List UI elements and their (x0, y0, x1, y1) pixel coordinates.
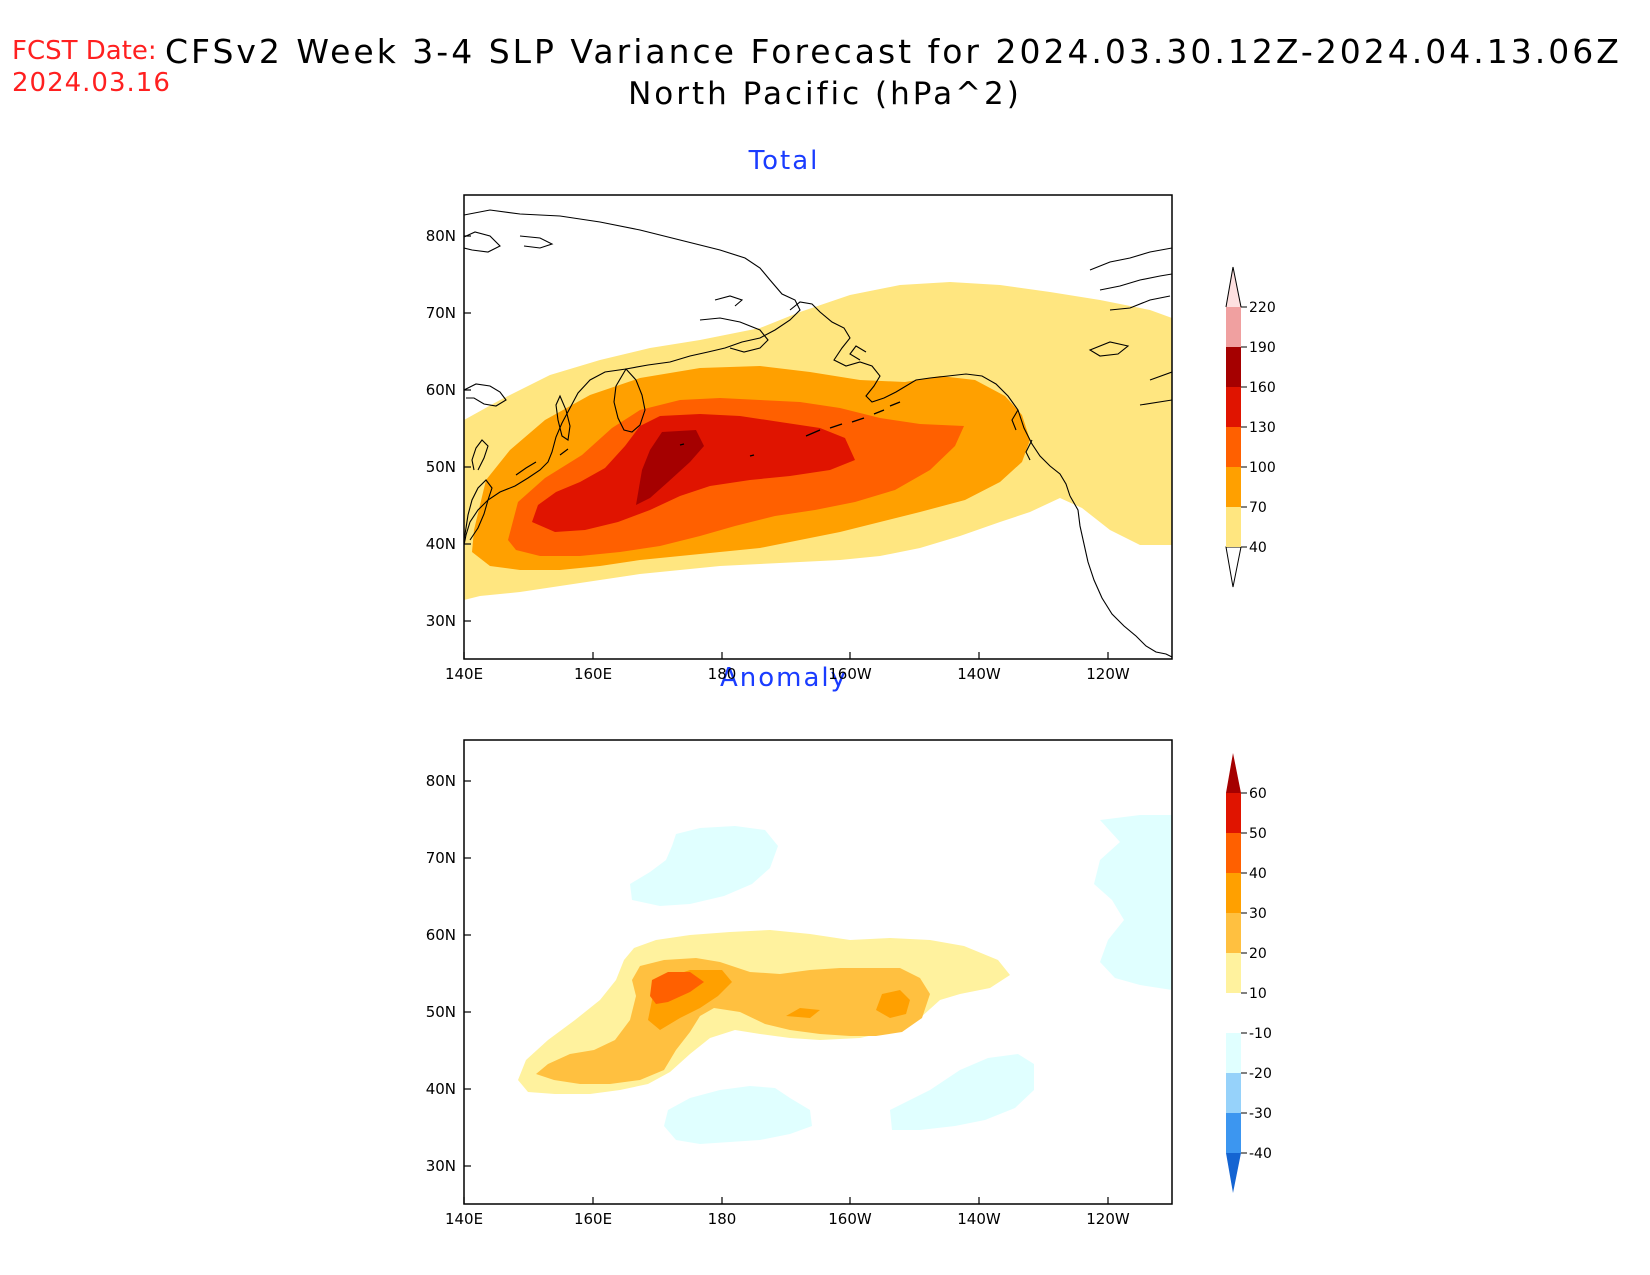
colorbar-swatch (1226, 1033, 1241, 1073)
colorbar-label: 160 (1249, 380, 1276, 396)
colorbar-label: 220 (1249, 300, 1276, 316)
map-frame-anomaly (463, 739, 1173, 1205)
lat-tick-label: 40N (426, 535, 456, 553)
lat-tick-label: 30N (426, 1157, 456, 1175)
colorbar-swatch (1226, 873, 1241, 913)
colorbar-anomaly: 60 50 40 30 20 10 -10 -20 -30 -40 (1226, 753, 1272, 1193)
map-frame-total (463, 194, 1173, 660)
colorbar-swatch (1226, 953, 1241, 993)
lat-tick-label: 30N (426, 612, 456, 630)
contour-total-130 (532, 414, 855, 532)
lon-tick-label: 160W (828, 665, 872, 683)
contour-anomaly-neg-3 (664, 1086, 812, 1144)
lon-tick-label: 160W (828, 1210, 872, 1228)
colorbar-label: 100 (1249, 460, 1276, 476)
lat-tick-label: 70N (426, 304, 456, 322)
fcst-date-label: FCST Date: (12, 36, 157, 66)
contour-anomaly-neg-4 (890, 1054, 1034, 1130)
colorbar-swatch (1226, 507, 1241, 547)
colorbar-label: 50 (1249, 826, 1267, 842)
colorbar-swatch (1226, 467, 1241, 507)
contour-anomaly-neg-2 (1094, 815, 1172, 990)
colorbar-label: -40 (1249, 1146, 1272, 1162)
contour-anomaly-neg-1 (630, 826, 778, 906)
colorbar-label: 130 (1249, 420, 1276, 436)
colorbar-end-low (1225, 546, 1242, 588)
colorbar-label: 70 (1249, 500, 1267, 516)
lon-tick-label: 120W (1086, 665, 1130, 683)
colorbar-end-low (1226, 1153, 1241, 1193)
colorbar-swatch (1226, 913, 1241, 953)
lon-tick-label: 140W (957, 665, 1001, 683)
colorbar-label: 20 (1249, 946, 1267, 962)
page-title: CFSv2 Week 3-4 SLP Variance Forecast for… (165, 32, 1622, 71)
contour-anomaly-30c (876, 990, 910, 1018)
lat-tick-label: 60N (426, 926, 456, 944)
colorbar-swatch (1226, 1113, 1241, 1153)
colorbar-label: 40 (1249, 866, 1267, 882)
colorbar-label: 40 (1249, 540, 1267, 556)
map-panel-anomaly (463, 739, 1173, 1205)
colorbar-swatch (1226, 427, 1241, 467)
lon-tick-label: 160E (574, 665, 612, 683)
lon-tick-label: 120W (1086, 1210, 1130, 1228)
colorbar-swatch (1226, 833, 1241, 873)
colorbar-swatch (1226, 387, 1241, 427)
panel-title-anomaly: Anomaly (719, 663, 849, 693)
lat-tick-label: 60N (426, 381, 456, 399)
lon-tick-label: 140W (957, 1210, 1001, 1228)
colorbar-swatch (1226, 1073, 1241, 1113)
colorbar-total: 40 70 100 130 160 190 220 (1225, 266, 1276, 588)
colorbar-end-high (1226, 267, 1241, 307)
colorbar-swatch (1226, 347, 1241, 387)
lon-tick-label: 160E (574, 1210, 612, 1228)
page-subtitle: North Pacific (hPa^2) (628, 76, 1022, 112)
colorbar-outline (1225, 266, 1242, 308)
lat-tick-label: 80N (426, 772, 456, 790)
colorbar-swatch (1226, 993, 1241, 1033)
contour-anomaly-30b (786, 1008, 820, 1018)
colorbar-label: -20 (1249, 1066, 1272, 1082)
colorbar-label: -30 (1249, 1106, 1272, 1122)
lon-tick-label: 180 (708, 1210, 737, 1228)
colorbar-label: 60 (1249, 786, 1267, 802)
colorbar-label: 190 (1249, 340, 1276, 356)
fcst-date-value: 2024.03.16 (12, 68, 171, 98)
colorbar-label: -10 (1249, 1026, 1272, 1042)
colorbar-end-high (1226, 753, 1241, 793)
contour-total-160 (636, 430, 704, 505)
lon-tick-label: 140E (445, 665, 483, 683)
lat-tick-label: 50N (426, 458, 456, 476)
lon-tick-label: 140E (445, 1210, 483, 1228)
colorbar-label: 30 (1249, 906, 1267, 922)
map-panel-total (463, 194, 1173, 660)
panel-title-total: Total (748, 146, 820, 176)
contour-anomaly-20 (536, 958, 930, 1084)
colorbar-swatch (1226, 793, 1241, 833)
lat-tick-label: 80N (426, 227, 456, 245)
lon-tick-label: 180 (708, 665, 737, 683)
contour-anomaly-40 (650, 972, 704, 1004)
lat-tick-label: 70N (426, 849, 456, 867)
lat-tick-label: 40N (426, 1080, 456, 1098)
colorbar-label: 10 (1249, 986, 1267, 1002)
lat-tick-label: 50N (426, 1003, 456, 1021)
colorbar-swatch (1226, 307, 1241, 347)
